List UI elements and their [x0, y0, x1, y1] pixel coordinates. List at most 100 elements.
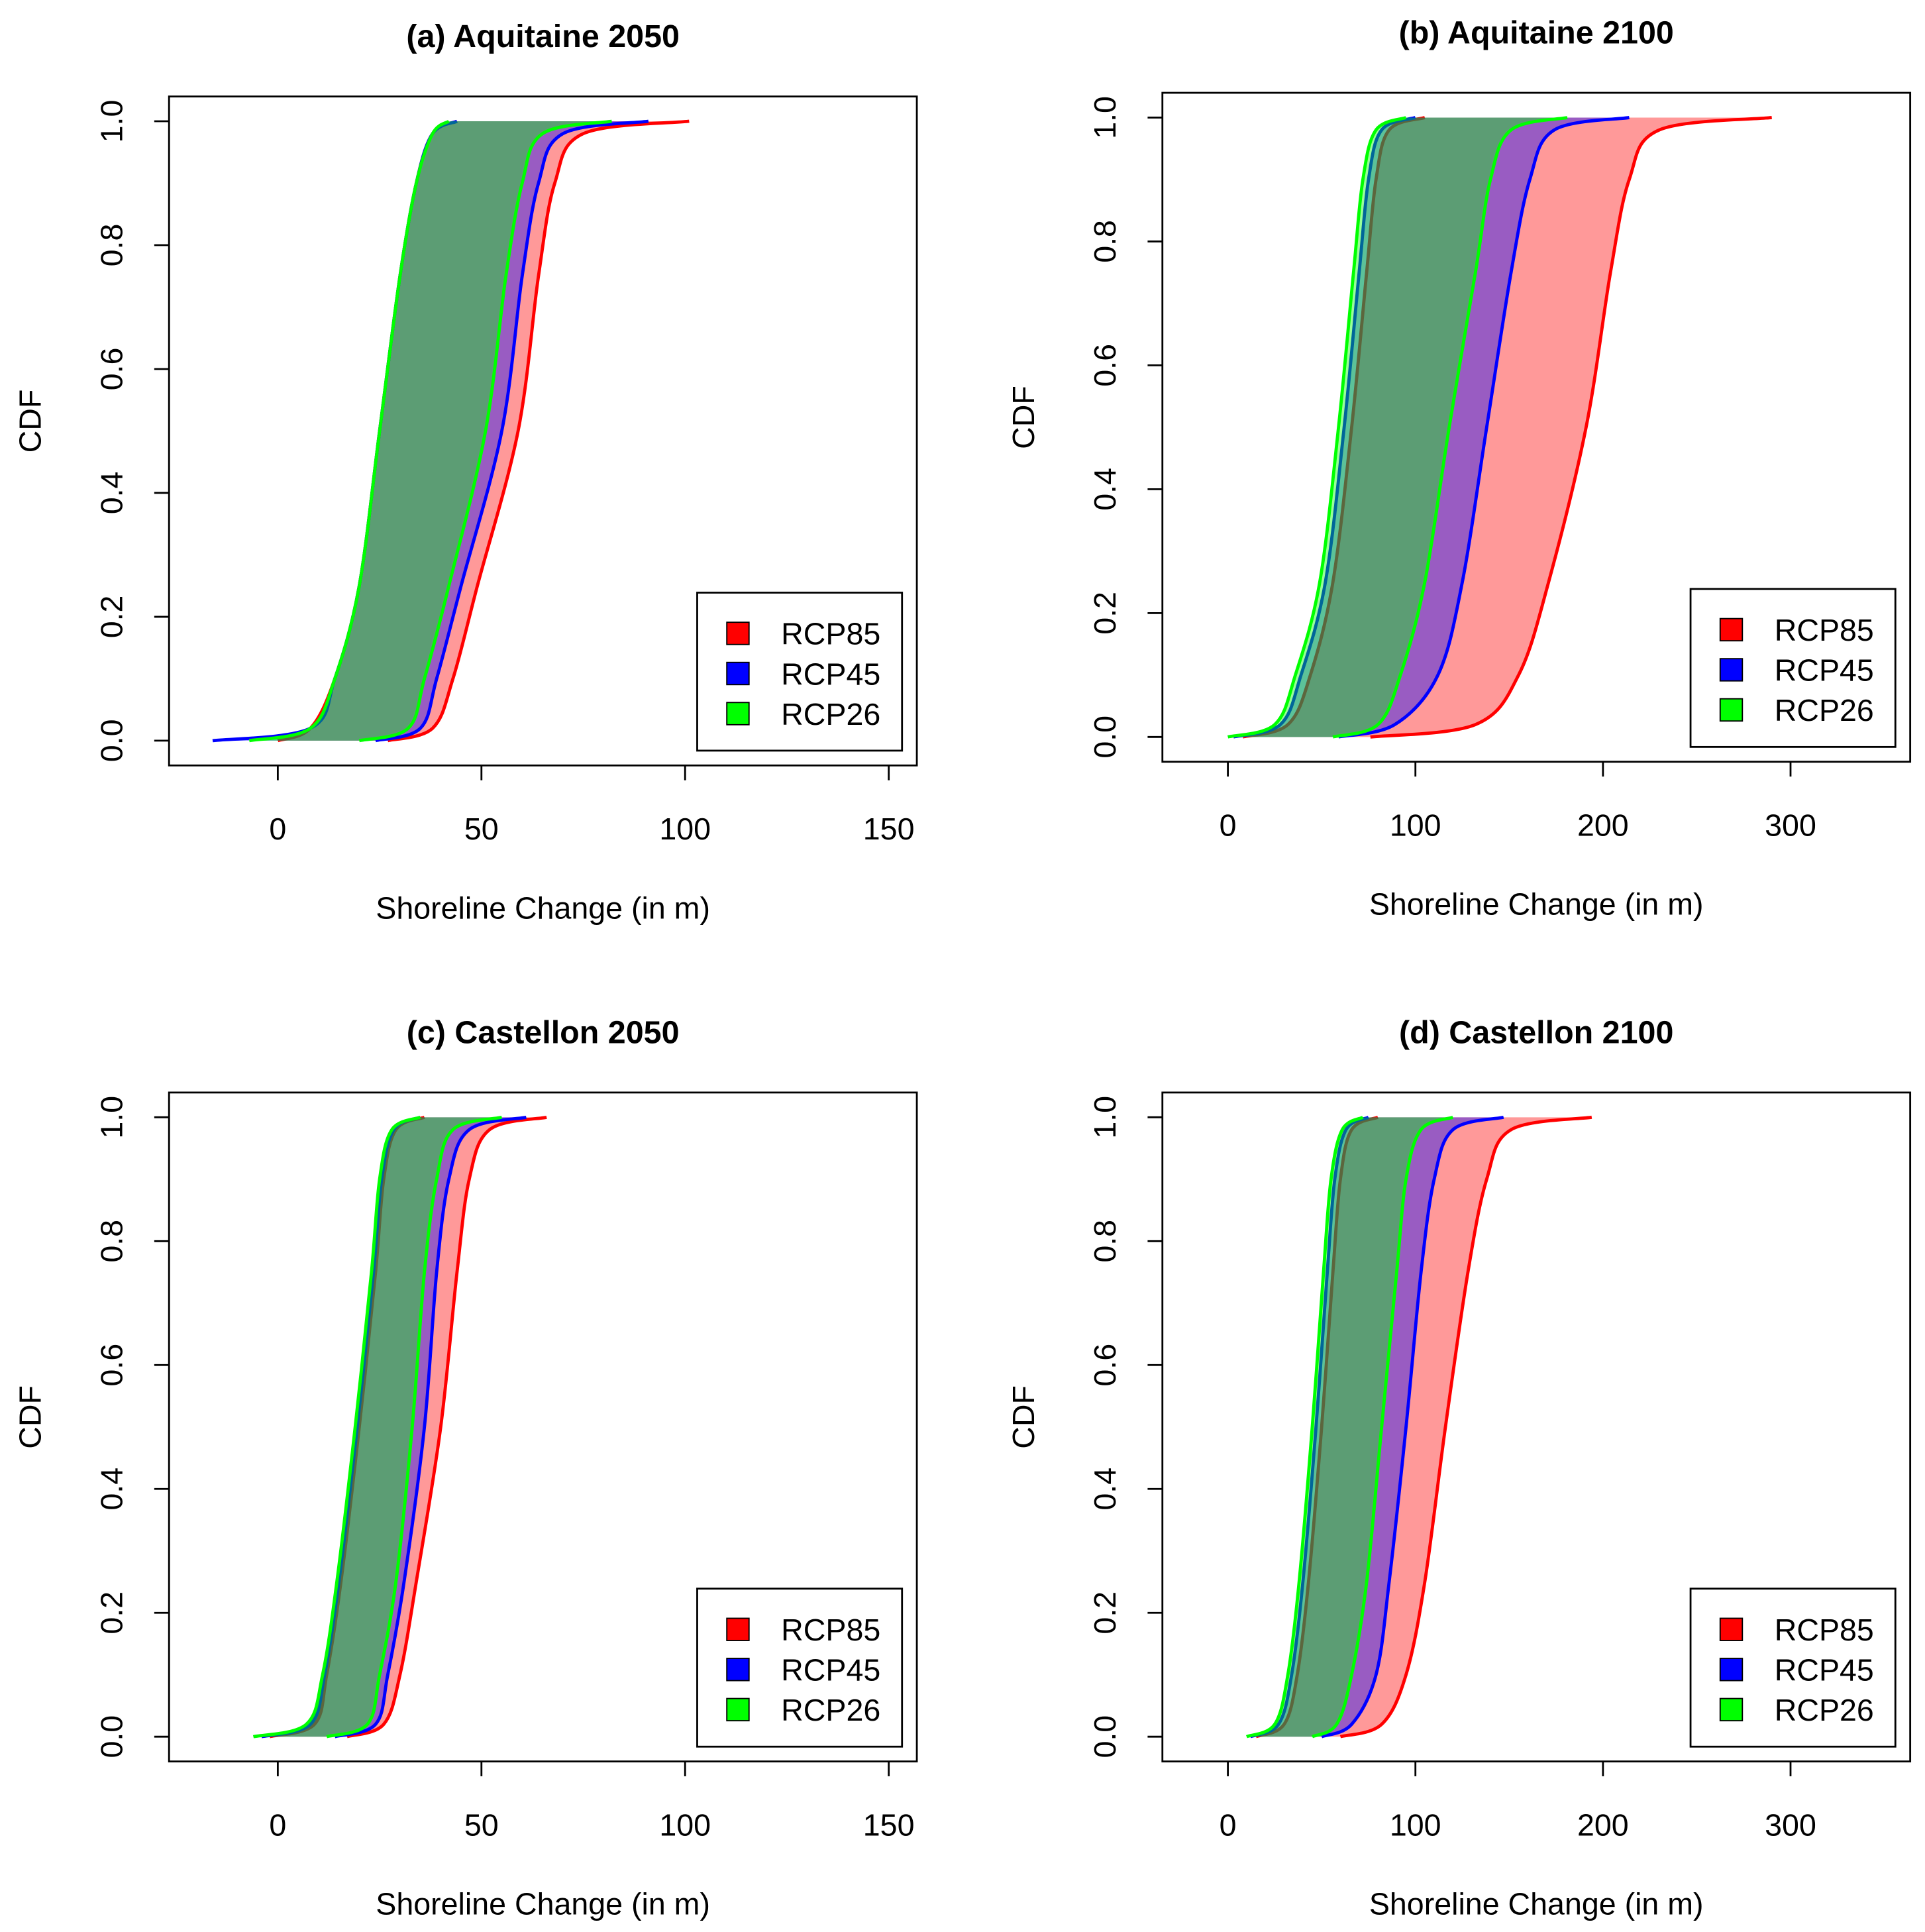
line-upper-rcp45 — [334, 1115, 527, 1739]
x-tick-label: 50 — [464, 812, 499, 846]
x-tick-label: 150 — [863, 812, 915, 846]
y-tick-label: 1.0 — [94, 1096, 129, 1139]
band-rcp85 — [270, 1117, 547, 1737]
y-tick-label: 0.2 — [94, 596, 129, 639]
y-axis-label: CDF — [1006, 386, 1041, 449]
line-upper-rcp85 — [1370, 116, 1772, 739]
chart-panel: 0 50 100 150 0.0 0.2 0.4 0.6 0.8 1.0 (a) Aquitaine… — [13, 19, 918, 925]
y-tick-label: 0.8 — [94, 224, 129, 267]
y-axis-label: CDF — [13, 1385, 47, 1449]
legend-swatch-rcp85 — [726, 621, 750, 645]
chart-title: (d) Castellon 2100 — [1399, 1014, 1673, 1050]
legend-swatch-rcp85 — [1719, 617, 1743, 642]
legend-swatch-rcp26 — [1719, 698, 1743, 722]
y-tick-label: 0.4 — [94, 472, 129, 515]
x-tick-label: 0 — [269, 1807, 286, 1842]
line-lower-rcp85 — [1242, 116, 1426, 739]
chart-title: (c) Castellon 2050 — [407, 1014, 680, 1050]
y-tick-label: 0.2 — [1088, 592, 1122, 635]
line-upper-rcp26 — [358, 119, 612, 743]
line-lower-rcp26 — [252, 1116, 421, 1739]
legend-swatch-rcp45 — [1719, 658, 1743, 682]
band-rcp85 — [1256, 1117, 1592, 1737]
chart-title: (a) Aquitaine 2050 — [406, 19, 680, 54]
y-tick-label: 0.4 — [1088, 1468, 1122, 1511]
y-tick-label: 0.4 — [94, 1468, 129, 1511]
line-upper-rcp26 — [1311, 1115, 1454, 1739]
line-lower-rcp26 — [1245, 1116, 1364, 1739]
line-lower-rcp85 — [1255, 1116, 1379, 1739]
line-lower-rcp45 — [1249, 1116, 1370, 1739]
legend: RCP85 RCP45 RCP26 — [696, 592, 904, 752]
band-rcp85 — [278, 121, 690, 741]
legend-label: RCP26 — [1775, 693, 1874, 727]
y-tick-label: 0.0 — [94, 1715, 129, 1758]
legend-label: RCP45 — [781, 657, 880, 691]
chart-panel: 0 100 200 300 0.0 0.2 0.4 0.6 0.8 1.0 (d) Castello… — [1006, 1014, 1912, 1921]
y-tick-label: 0.0 — [1088, 1715, 1122, 1758]
x-tick-label: 200 — [1577, 1807, 1629, 1842]
legend-swatch-rcp45 — [726, 1658, 750, 1682]
line-upper-rcp85 — [346, 1115, 547, 1739]
y-tick-label: 0.6 — [94, 348, 129, 391]
band-rcp26 — [1227, 117, 1568, 737]
legend-swatch-rcp85 — [1719, 1617, 1743, 1641]
y-tick-label: 0.2 — [94, 1591, 129, 1635]
legend-label: RCP45 — [1775, 1653, 1874, 1688]
legend-label: RCP85 — [781, 617, 880, 651]
band-rcp26 — [1246, 1117, 1453, 1737]
band-rcp26 — [249, 121, 612, 741]
line-upper-rcp45 — [1338, 116, 1630, 739]
line-lower-rcp26 — [1227, 116, 1407, 739]
x-tick-label: 0 — [1220, 1807, 1237, 1842]
line-upper-rcp85 — [387, 119, 690, 743]
y-tick-label: 0.0 — [1088, 716, 1122, 759]
y-tick-label: 0.8 — [1088, 220, 1122, 263]
plot-frame — [1161, 91, 1912, 763]
x-axis-label: Shoreline Change (in m) — [376, 890, 710, 925]
y-tick-label: 0.8 — [94, 1220, 129, 1263]
legend-swatch-rcp45 — [726, 661, 750, 686]
y-tick-label: 0.4 — [1088, 468, 1122, 511]
band-rcp26 — [253, 1117, 502, 1737]
x-tick-label: 0 — [1220, 808, 1237, 842]
y-axis-label: CDF — [13, 390, 47, 453]
legend: RCP85 RCP45 RCP26 — [696, 1587, 904, 1748]
chart-panel: 0 100 200 300 0.0 0.2 0.4 0.6 0.8 1.0 (b) Aquitain… — [1006, 15, 1912, 922]
legend-label: RCP85 — [781, 1613, 880, 1647]
legend-label: RCP26 — [781, 1693, 880, 1727]
legend-label: RCP85 — [1775, 1613, 1874, 1647]
legend-label: RCP45 — [781, 1653, 880, 1688]
plot-frame — [168, 1091, 918, 1762]
y-tick-label: 1.0 — [94, 100, 129, 143]
band-rcp45 — [1250, 1117, 1504, 1737]
y-tick-label: 0.6 — [94, 1344, 129, 1387]
x-tick-label: 300 — [1765, 808, 1816, 842]
x-tick-label: 150 — [863, 1807, 915, 1842]
y-tick-label: 0.6 — [1088, 1344, 1122, 1387]
x-axis-label: Shoreline Change (in m) — [1369, 887, 1704, 922]
legend-label: RCP85 — [1775, 613, 1874, 647]
x-tick-label: 100 — [659, 812, 711, 846]
x-tick-label: 100 — [1390, 808, 1441, 842]
line-lower-rcp26 — [248, 119, 450, 743]
chart-title: (b) Aquitaine 2100 — [1399, 15, 1674, 51]
legend-label: RCP45 — [1775, 653, 1874, 688]
line-upper-rcp45 — [1321, 1115, 1504, 1739]
line-upper-rcp85 — [1339, 1115, 1592, 1739]
line-lower-rcp85 — [269, 1116, 425, 1739]
x-axis-label: Shoreline Change (in m) — [376, 1887, 710, 1921]
y-tick-label: 0.2 — [1088, 1591, 1122, 1635]
legend-swatch-rcp26 — [726, 1697, 750, 1722]
legend: RCP85 RCP45 RCP26 — [1689, 588, 1897, 748]
x-tick-label: 50 — [464, 1807, 499, 1842]
legend-label: RCP26 — [1775, 1693, 1874, 1727]
y-tick-label: 0.8 — [1088, 1220, 1122, 1263]
band-rcp45 — [1233, 117, 1630, 737]
band-rcp85 — [1243, 117, 1772, 737]
x-tick-label: 200 — [1577, 808, 1629, 842]
line-upper-rcp26 — [1332, 116, 1568, 739]
plot-frame — [168, 95, 918, 767]
y-tick-label: 0.0 — [94, 720, 129, 763]
